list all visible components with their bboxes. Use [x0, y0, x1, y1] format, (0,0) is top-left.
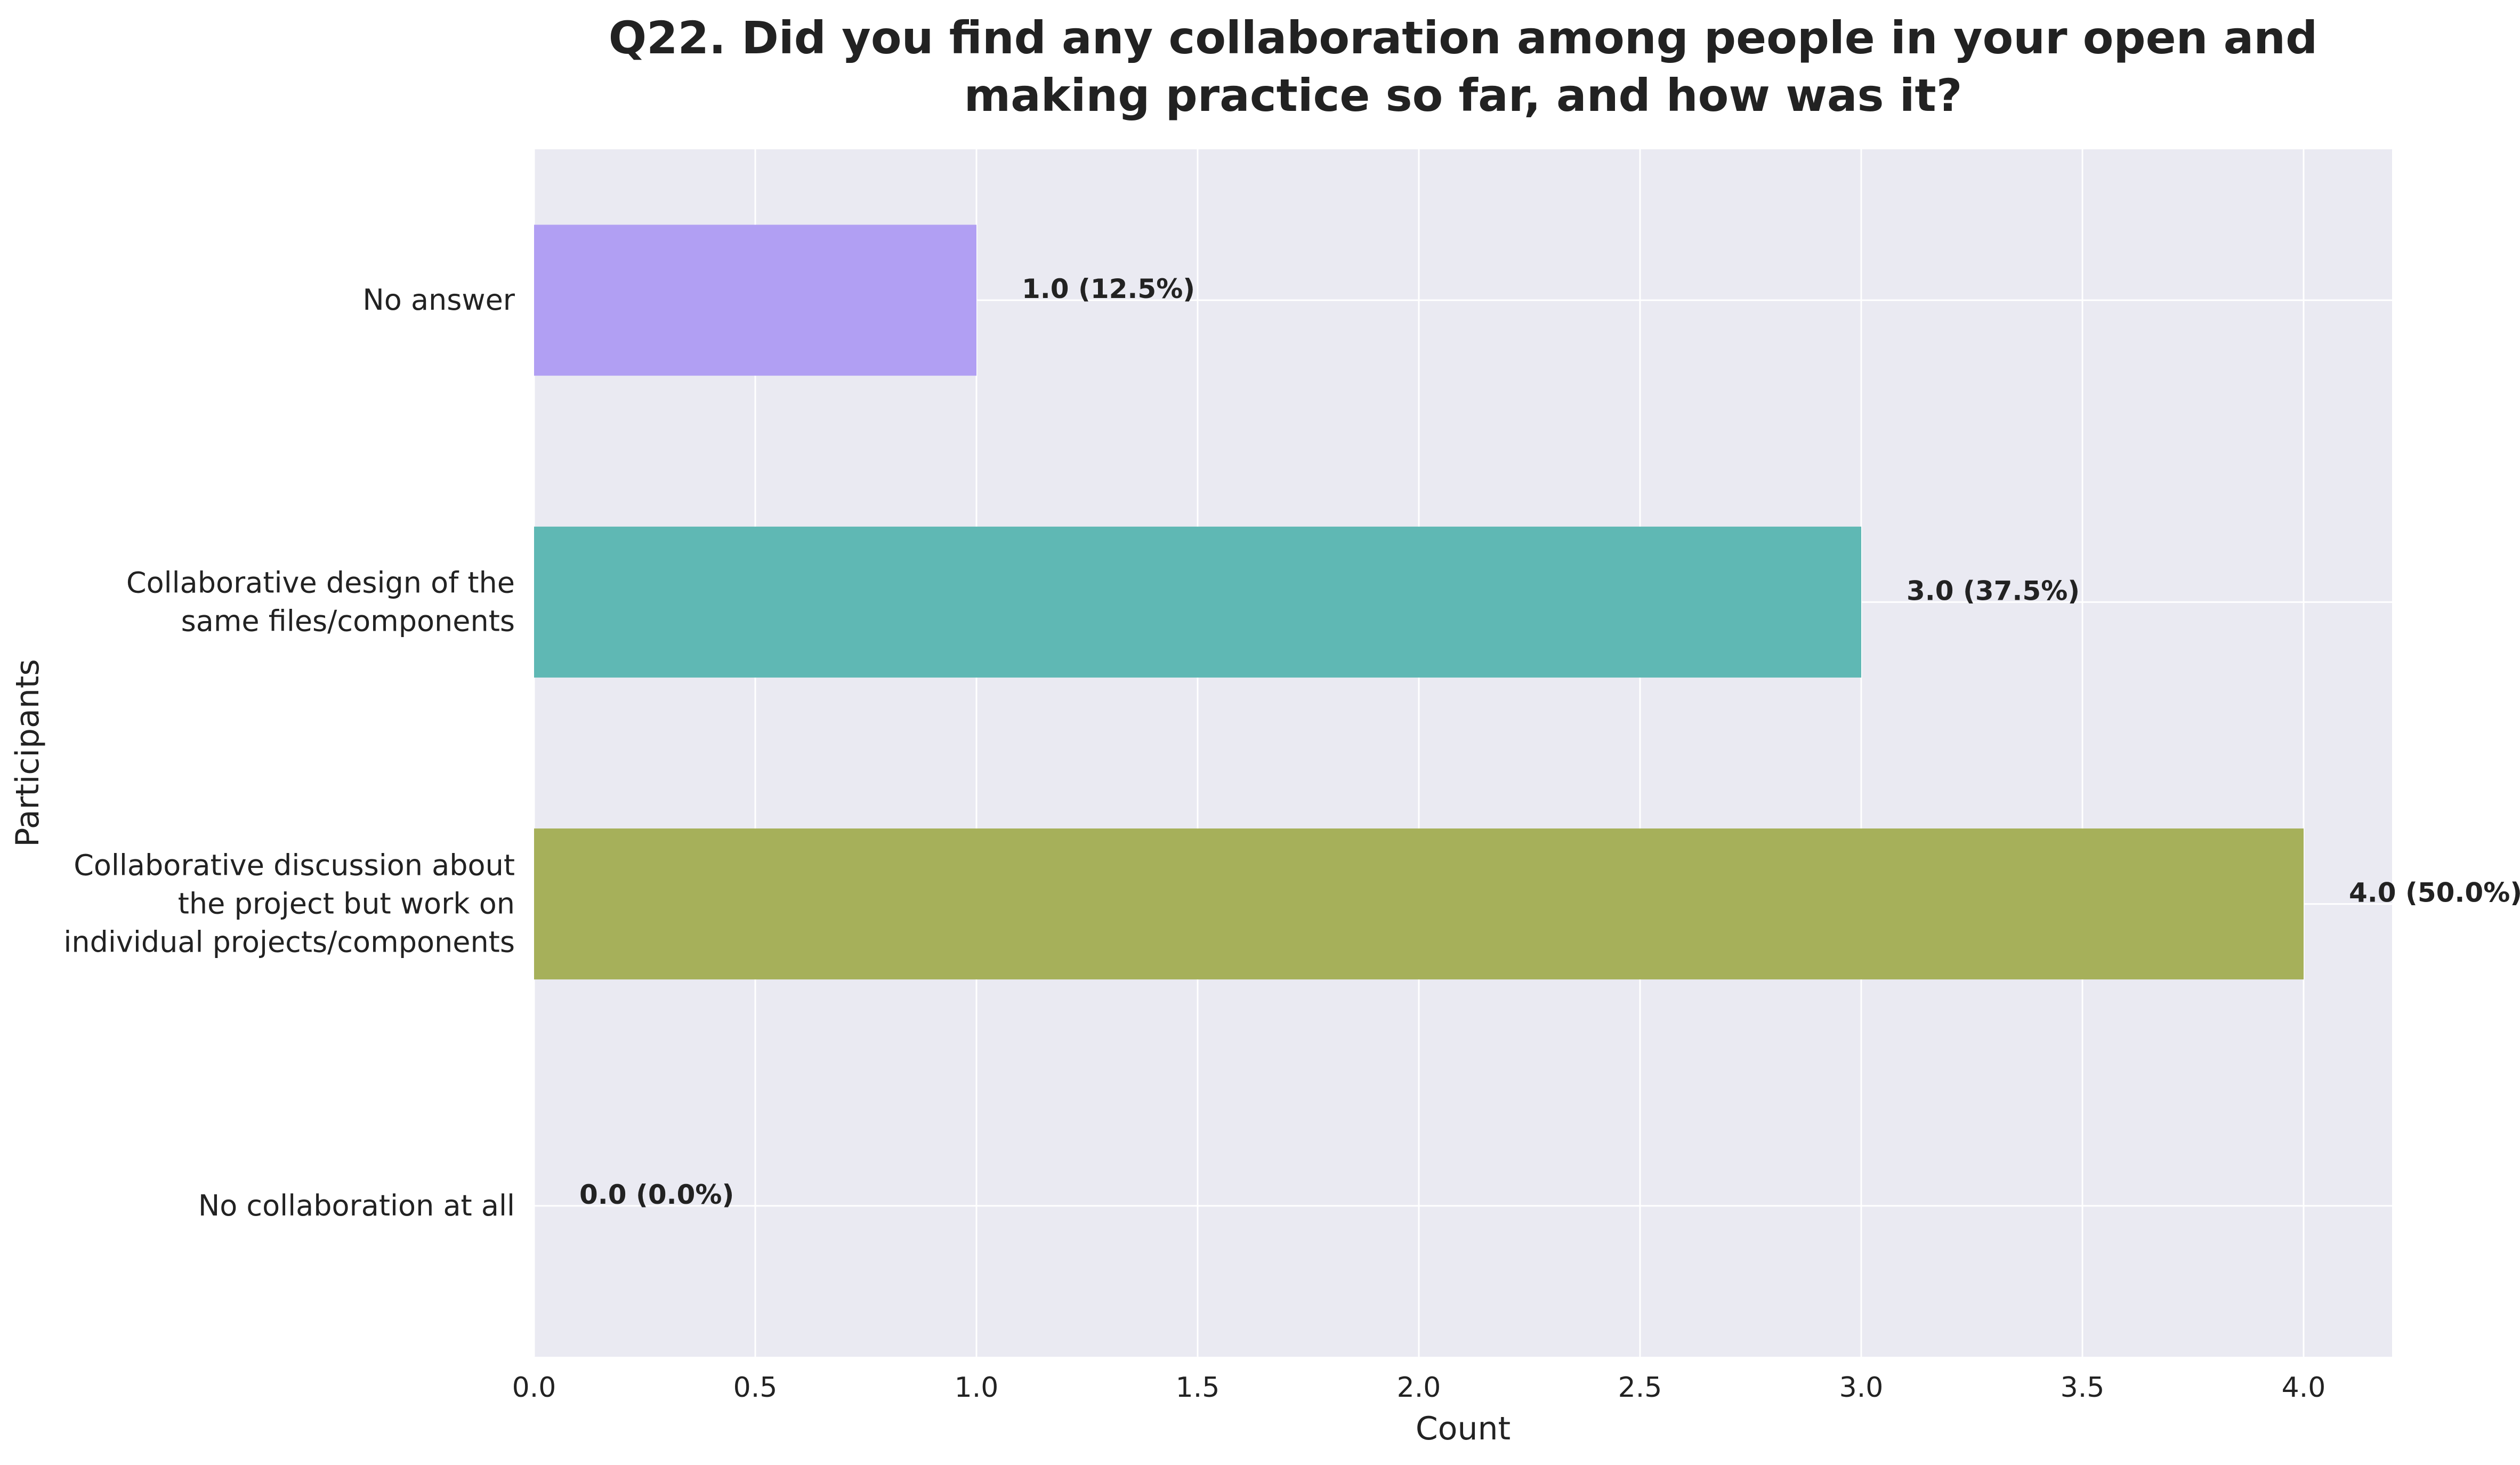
x-tick-label: 4.0: [2282, 1372, 2326, 1404]
bar: [534, 526, 1861, 678]
x-tick-label: 1.5: [1176, 1372, 1220, 1404]
chart-title-line-1: Q22. Did you find any collaboration amon…: [609, 12, 2317, 64]
data-labels: 1.0 (12.5%) 3.0 (37.5%) 4.0 (50.0%) 0.0 (0.…: [579, 273, 2520, 1210]
bar: [534, 224, 976, 376]
y-category-label: individual projects/components: [63, 925, 515, 959]
y-category-label: the project but work on: [178, 887, 515, 921]
bar: [534, 828, 2304, 980]
x-tick-label: 1.0: [955, 1372, 999, 1404]
bar-value-label: 4.0 (50.0%): [2349, 878, 2520, 908]
x-tick-label: 0.0: [512, 1372, 556, 1404]
x-tick-label: 0.5: [733, 1372, 778, 1404]
x-tick-label: 2.5: [1618, 1372, 1662, 1404]
x-axis-label: Count: [1416, 1410, 1511, 1447]
x-tick-labels: 0.0 0.5 1.0 1.5 2.0 2.5 3.0 3.5 4.0: [512, 1372, 2326, 1404]
y-category-label: same files/components: [181, 604, 515, 638]
chart-title-line-2: making practice so far, and how was it?: [964, 69, 1962, 122]
y-category-labels: No answer Collaborative design of the same…: [63, 283, 515, 1222]
bar-value-label: 0.0 (0.0%): [579, 1179, 734, 1210]
bar-value-label: 1.0 (12.5%): [1022, 273, 1195, 304]
y-category-label: No answer: [362, 283, 515, 317]
y-category-label: No collaboration at all: [198, 1189, 515, 1222]
y-category-label: Collaborative discussion about: [74, 849, 515, 882]
bars: [534, 224, 2304, 980]
y-axis-label: Participants: [9, 659, 46, 847]
x-tick-label: 3.5: [2061, 1372, 2105, 1404]
x-tick-label: 2.0: [1397, 1372, 1441, 1404]
y-category-label: Collaborative design of the: [126, 566, 515, 599]
x-tick-label: 3.0: [1839, 1372, 1884, 1404]
bar-value-label: 3.0 (37.5%): [1907, 575, 2080, 606]
